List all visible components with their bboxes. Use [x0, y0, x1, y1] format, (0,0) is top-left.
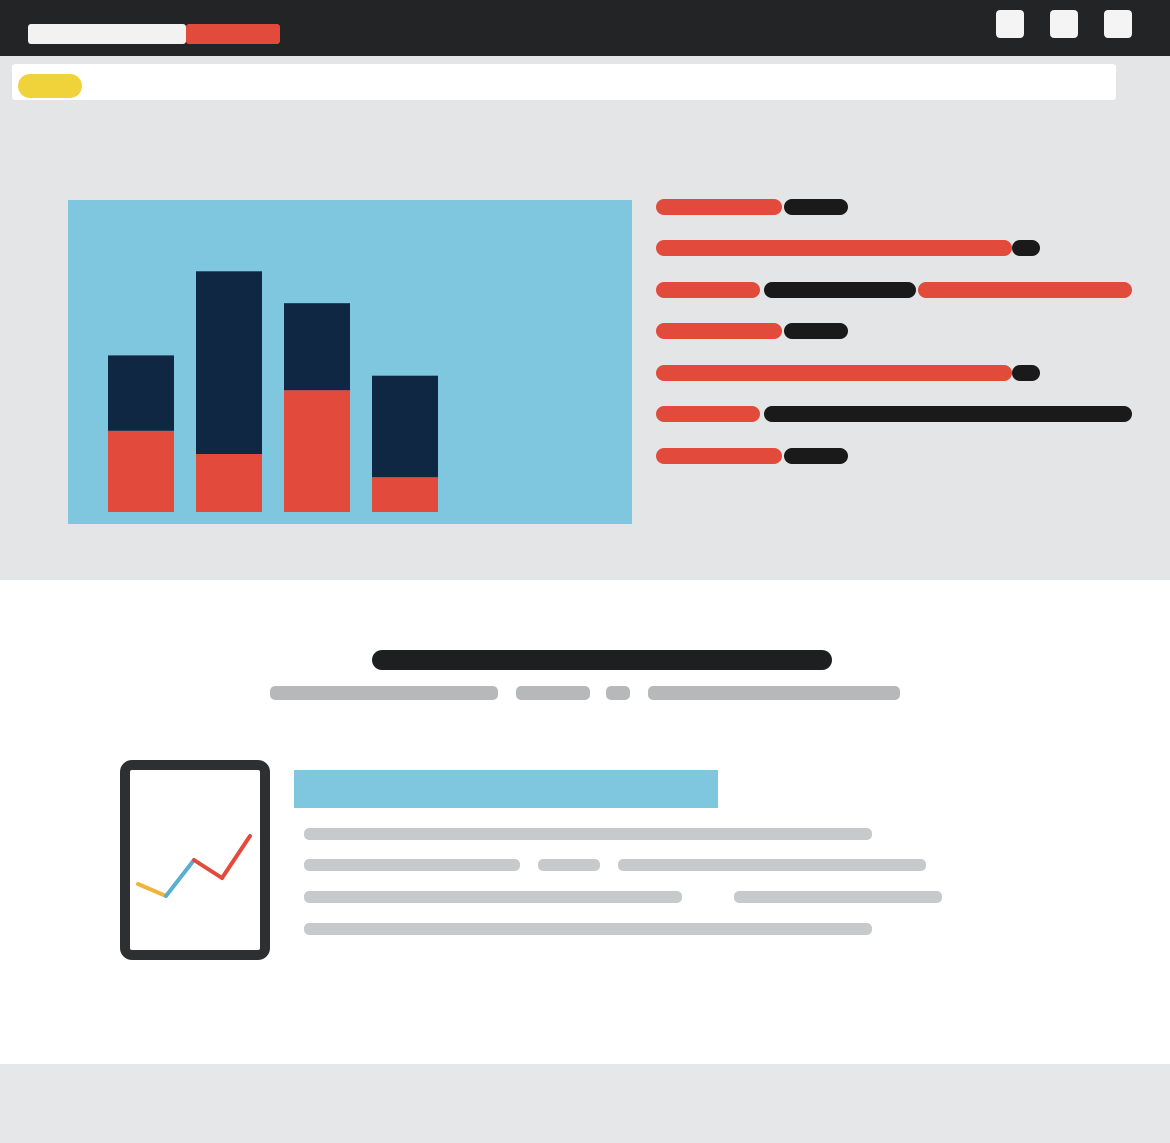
text-line [656, 240, 1012, 256]
text-line [1012, 240, 1040, 256]
bar-segment-2-2 [196, 271, 262, 454]
close-icon[interactable] [1104, 10, 1132, 38]
paragraph-line [304, 923, 872, 935]
maximize-icon[interactable] [1050, 10, 1078, 38]
text-line [784, 199, 848, 215]
subheading-line [648, 686, 900, 700]
bar-segment-1-2 [108, 355, 174, 431]
tablet-line-segment-1 [136, 882, 168, 898]
text-line [764, 282, 916, 298]
paragraph-line [538, 859, 600, 871]
bar-segment-4-1 [372, 477, 438, 512]
chart-panel [68, 200, 632, 524]
bar-segment-3-2 [284, 303, 350, 391]
address-bar[interactable] [12, 64, 1116, 100]
text-line [784, 448, 848, 464]
text-line [764, 406, 1132, 422]
bar-segment-3-1 [284, 390, 350, 512]
paragraph-line [304, 828, 872, 840]
window-title-accent [186, 24, 280, 44]
address-badge [18, 74, 82, 98]
bar-segment-2-1 [196, 454, 262, 512]
subheading-line [270, 686, 498, 700]
tablet-line-segment-3 [192, 858, 224, 880]
minimize-icon[interactable] [996, 10, 1024, 38]
text-line [784, 323, 848, 339]
paragraph-line [304, 891, 682, 903]
paragraph-line [734, 891, 942, 903]
tablet-line-chart [136, 834, 252, 898]
tablet-icon [120, 760, 270, 960]
bar-segment-1-1 [108, 430, 174, 512]
text-line [656, 365, 1012, 381]
bar-segment-4-2 [372, 375, 438, 478]
text-line [656, 448, 782, 464]
text-line [1012, 365, 1040, 381]
text-line [656, 282, 760, 298]
text-line [656, 199, 782, 215]
heading-line [372, 650, 832, 670]
window-title-placeholder [28, 24, 186, 44]
paragraph-line [304, 859, 520, 871]
paragraph-line [618, 859, 926, 871]
text-line [918, 282, 1132, 298]
text-line [656, 406, 760, 422]
content-title-bar [294, 770, 718, 808]
text-line [656, 323, 782, 339]
bar-chart [108, 271, 438, 512]
footer [0, 1064, 1170, 1143]
subheading-line [606, 686, 630, 700]
tablet-line-segment-2 [164, 858, 196, 898]
tablet-line-segment-4 [220, 834, 252, 880]
subheading-line [516, 686, 590, 700]
